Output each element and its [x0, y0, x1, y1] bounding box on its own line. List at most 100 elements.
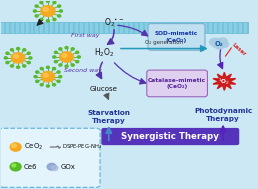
Text: Glucose: Glucose [90, 86, 118, 92]
FancyBboxPatch shape [140, 23, 143, 33]
Circle shape [53, 84, 55, 86]
Circle shape [57, 71, 60, 73]
Circle shape [23, 65, 26, 67]
Text: H$_2$O$_2$: H$_2$O$_2$ [94, 47, 114, 60]
FancyBboxPatch shape [145, 23, 148, 33]
FancyBboxPatch shape [160, 23, 163, 33]
Circle shape [10, 143, 21, 151]
FancyBboxPatch shape [130, 23, 133, 33]
Circle shape [76, 60, 79, 63]
FancyBboxPatch shape [148, 24, 205, 50]
FancyBboxPatch shape [11, 23, 14, 33]
Text: O₂: O₂ [214, 41, 223, 47]
FancyBboxPatch shape [229, 23, 232, 33]
Circle shape [41, 72, 55, 82]
FancyBboxPatch shape [184, 23, 188, 33]
Circle shape [46, 85, 49, 87]
Circle shape [220, 41, 229, 47]
Circle shape [62, 54, 67, 57]
Circle shape [47, 163, 56, 170]
FancyBboxPatch shape [110, 23, 113, 33]
Circle shape [54, 60, 57, 63]
Circle shape [43, 73, 49, 77]
Circle shape [214, 41, 225, 49]
FancyBboxPatch shape [204, 23, 207, 33]
Circle shape [11, 53, 25, 63]
Circle shape [40, 1, 43, 4]
Circle shape [17, 47, 20, 50]
Text: O$_2$$^{\bullet-}$: O$_2$$^{\bullet-}$ [104, 17, 124, 29]
Circle shape [40, 18, 43, 21]
FancyBboxPatch shape [100, 23, 103, 33]
Circle shape [17, 66, 20, 68]
Circle shape [33, 10, 36, 12]
Text: Catalase-mimetic
(CeO₂): Catalase-mimetic (CeO₂) [148, 78, 206, 89]
Circle shape [53, 56, 56, 58]
Circle shape [4, 57, 7, 59]
FancyBboxPatch shape [199, 23, 203, 33]
FancyBboxPatch shape [180, 23, 183, 33]
FancyBboxPatch shape [190, 23, 192, 33]
FancyBboxPatch shape [170, 23, 173, 33]
FancyBboxPatch shape [165, 23, 168, 33]
FancyBboxPatch shape [150, 23, 153, 33]
FancyBboxPatch shape [75, 23, 78, 33]
FancyBboxPatch shape [6, 23, 9, 33]
Circle shape [60, 52, 73, 62]
FancyBboxPatch shape [254, 23, 257, 33]
Circle shape [52, 166, 58, 170]
FancyBboxPatch shape [101, 128, 239, 145]
Text: First way: First way [71, 33, 99, 38]
FancyBboxPatch shape [41, 23, 43, 33]
Circle shape [71, 48, 74, 50]
Text: Synergistic Therapy: Synergistic Therapy [121, 132, 219, 141]
Circle shape [217, 38, 228, 45]
Circle shape [34, 76, 37, 78]
Circle shape [59, 10, 62, 12]
FancyBboxPatch shape [1, 23, 4, 33]
Text: Photodynamic
Therapy: Photodynamic Therapy [194, 108, 252, 122]
Circle shape [76, 51, 79, 53]
Circle shape [10, 65, 13, 67]
FancyBboxPatch shape [90, 23, 93, 33]
Text: GOx: GOx [60, 164, 75, 170]
Circle shape [27, 52, 30, 54]
FancyBboxPatch shape [95, 23, 98, 33]
Circle shape [53, 67, 55, 70]
Text: Laser: Laser [231, 42, 247, 57]
FancyBboxPatch shape [65, 23, 68, 33]
Circle shape [46, 66, 49, 68]
FancyBboxPatch shape [115, 23, 118, 33]
Circle shape [59, 64, 62, 66]
Text: O₂ generation: O₂ generation [145, 40, 183, 45]
FancyBboxPatch shape [209, 23, 212, 33]
Circle shape [12, 164, 16, 167]
FancyBboxPatch shape [214, 23, 217, 33]
Circle shape [59, 76, 62, 78]
FancyBboxPatch shape [175, 23, 178, 33]
FancyBboxPatch shape [224, 23, 227, 33]
Circle shape [14, 55, 19, 58]
FancyBboxPatch shape [155, 23, 158, 33]
Circle shape [211, 38, 223, 47]
FancyBboxPatch shape [15, 23, 19, 33]
Circle shape [46, 20, 49, 22]
FancyBboxPatch shape [1, 22, 249, 33]
Circle shape [53, 1, 56, 4]
FancyBboxPatch shape [36, 23, 38, 33]
FancyBboxPatch shape [135, 23, 138, 33]
Circle shape [71, 64, 74, 66]
Circle shape [41, 6, 55, 16]
FancyBboxPatch shape [85, 23, 88, 33]
Text: $^1$O$_2$: $^1$O$_2$ [218, 77, 230, 87]
Circle shape [65, 46, 68, 49]
Text: CeO$_2$: CeO$_2$ [23, 142, 43, 152]
FancyBboxPatch shape [0, 128, 100, 187]
Circle shape [23, 49, 26, 51]
FancyBboxPatch shape [45, 23, 49, 33]
Circle shape [77, 56, 80, 58]
FancyBboxPatch shape [234, 23, 237, 33]
Circle shape [53, 18, 56, 21]
Text: SOD-mimetic
(CeO₂): SOD-mimetic (CeO₂) [155, 31, 198, 43]
Circle shape [29, 57, 32, 59]
